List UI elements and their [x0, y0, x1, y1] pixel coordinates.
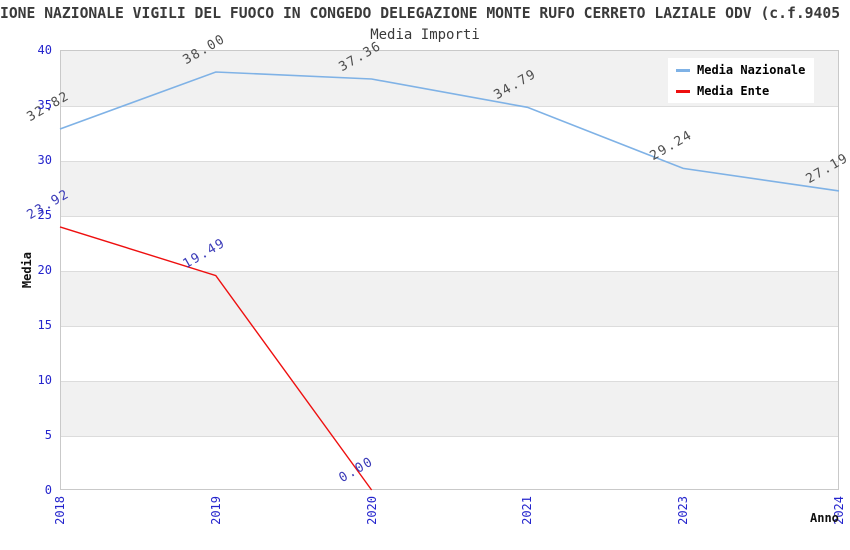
gridline	[61, 326, 838, 327]
x-tick-label: 2018	[53, 496, 67, 525]
x-tick-label: 2019	[208, 496, 223, 525]
gridline	[61, 216, 838, 217]
gridline	[61, 271, 838, 272]
legend-item: Media Ente	[668, 83, 814, 100]
legend-label: Media Nazionale	[697, 63, 806, 77]
y-axis-title: Media	[20, 252, 34, 289]
legend-item: Media Nazionale	[668, 62, 814, 79]
y-tick-label: 20	[37, 263, 52, 277]
chart-title: IONE NAZIONALE VIGILI DEL FUOCO IN CONGE…	[0, 5, 841, 22]
legend-label: Media Ente	[697, 84, 770, 98]
y-tick-label: 0	[44, 483, 52, 497]
chart-subtitle: Media Importi	[370, 27, 480, 43]
gridline	[61, 106, 838, 107]
x-tick-label: 2021	[520, 496, 535, 525]
legend-swatch-media-nazionale	[676, 68, 690, 72]
x-tick-label: 2023	[676, 496, 691, 525]
y-tick-label: 25	[37, 208, 52, 222]
y-tick-label: 40	[37, 43, 52, 57]
plot-band	[61, 381, 838, 436]
gridline	[61, 161, 838, 162]
legend: Media Nazionale Media Ente	[668, 58, 814, 103]
y-tick-label: 35	[37, 98, 52, 112]
y-tick-label: 30	[37, 153, 52, 167]
y-tick-label: 5	[44, 428, 52, 442]
gridline	[61, 436, 838, 437]
x-axis-title: Anno	[810, 511, 839, 525]
y-tick-label: 15	[37, 318, 52, 332]
plot-band	[61, 271, 838, 326]
plot-band	[61, 161, 838, 216]
y-tick-label: 10	[37, 373, 52, 387]
legend-swatch-media-ente	[676, 89, 690, 93]
plot-area	[60, 50, 839, 490]
gridline	[61, 381, 838, 382]
x-tick-label: 2020	[364, 496, 379, 525]
